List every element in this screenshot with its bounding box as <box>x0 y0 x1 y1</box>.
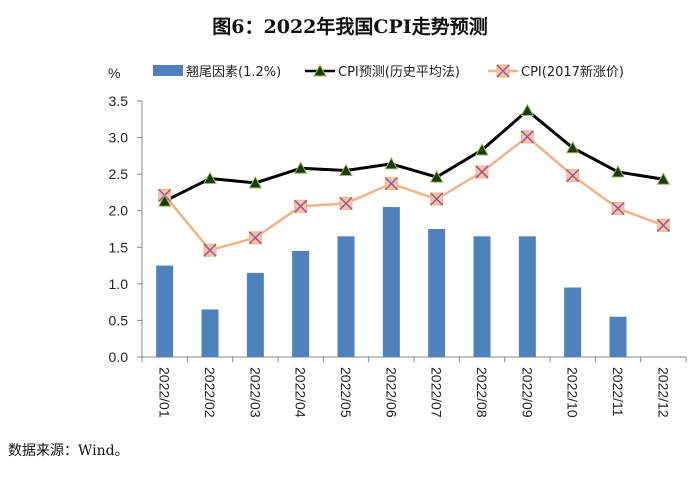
marker-x <box>384 177 398 191</box>
line-point-x-marker <box>656 218 670 232</box>
x-tick-label: 2022/12 <box>655 367 671 418</box>
line-point-triangle <box>475 142 489 156</box>
marker-x <box>203 243 217 257</box>
bar <box>292 250 310 357</box>
line-point-x-marker <box>475 165 489 179</box>
x-tick-label: 2022/02 <box>202 367 218 418</box>
line-point-x-marker <box>294 199 308 213</box>
x-axis: 2022/01 2022/02 2022/03 2022/04 2022/05 2022/… <box>141 356 687 418</box>
x-tick-label: 2022/09 <box>519 367 535 418</box>
legend-swatch-bar <box>153 65 183 76</box>
bar <box>337 236 355 357</box>
source-note: 数据来源：Wind。 <box>8 443 129 459</box>
line-point-triangle <box>611 164 625 178</box>
y-tick-label: 3.5 <box>109 93 129 109</box>
line-series <box>157 103 671 257</box>
line-point-x-marker <box>611 201 625 216</box>
bar <box>518 236 536 357</box>
line-point-x-marker <box>248 231 262 245</box>
bar <box>609 316 627 357</box>
y-tick-label: 2.0 <box>109 203 129 219</box>
y-axis-label: % <box>108 65 120 81</box>
x-tick-label: 2022/05 <box>338 367 354 418</box>
line-point-triangle <box>157 194 172 207</box>
y-axis: 0.0 0.5 1.0 1.5 2.0 2.5 3.0 3.5 <box>109 93 143 365</box>
marker-x <box>339 196 353 210</box>
marker-x <box>611 201 625 216</box>
line-point-x-marker <box>384 177 398 191</box>
x-tick-label: 2022/08 <box>474 367 490 418</box>
line-point-triangle <box>565 140 580 154</box>
line-point-x-marker <box>430 192 444 206</box>
bar <box>156 265 174 357</box>
y-tick-label: 1.5 <box>109 239 129 255</box>
series-line <box>163 109 664 203</box>
legend-label: 翘尾因素(1.2%) <box>186 65 281 80</box>
line-point-triangle <box>313 63 327 77</box>
legend: 翘尾因素(1.2%) CPI预测(历史平均法) CPI(2017新涨价) <box>153 63 624 80</box>
bar <box>201 309 219 357</box>
marker-x <box>520 130 534 144</box>
line-point-triangle <box>248 175 263 189</box>
x-tick-label: 2022/06 <box>383 367 399 418</box>
line-point-triangle <box>384 156 399 170</box>
x-tick-label: 2022/07 <box>429 367 445 418</box>
x-tick-label: 2022/01 <box>157 367 173 418</box>
line-point-triangle <box>293 161 308 174</box>
y-tick-label: 0.5 <box>109 312 129 328</box>
marker-x <box>475 165 489 179</box>
line-point-triangle <box>203 171 217 185</box>
line-point-triangle <box>656 172 671 185</box>
series-line <box>163 135 664 252</box>
bar <box>564 287 582 357</box>
marker-x <box>294 199 308 213</box>
line-point-triangle <box>520 103 535 117</box>
x-tick-label: 2022/04 <box>293 367 309 418</box>
marker-x <box>496 64 510 78</box>
y-tick-label: 1.0 <box>109 276 129 292</box>
y-tick-label: 2.5 <box>109 166 129 182</box>
line-point-triangle <box>429 170 444 183</box>
legend-label: CPI预测(历史平均法) <box>338 65 460 80</box>
bar <box>246 272 264 357</box>
bar <box>428 229 446 357</box>
y-tick-label: 3.0 <box>109 130 129 146</box>
x-tick-label: 2022/10 <box>565 367 581 418</box>
marker-x <box>430 192 444 206</box>
legend-label: CPI(2017新涨价) <box>521 64 624 80</box>
x-tick-label: 2022/11 <box>610 367 626 417</box>
y-tick-label: 0.0 <box>109 349 129 365</box>
line-point-x-marker <box>566 169 580 183</box>
x-tick-label: 2022/03 <box>247 367 263 418</box>
marker-x <box>248 231 262 245</box>
bar <box>382 207 400 357</box>
line-point-x-marker <box>203 243 217 257</box>
chart-title: 图6：2022年我国CPI走势预测 <box>212 16 488 38</box>
line-point-x-marker <box>496 64 510 78</box>
line-point-triangle <box>339 163 353 176</box>
marker-x <box>566 169 580 183</box>
bar <box>473 236 491 357</box>
marker-x <box>656 218 670 232</box>
line-point-x-marker <box>520 130 534 144</box>
bar-series <box>156 207 627 357</box>
line-point-x-marker <box>339 196 353 210</box>
